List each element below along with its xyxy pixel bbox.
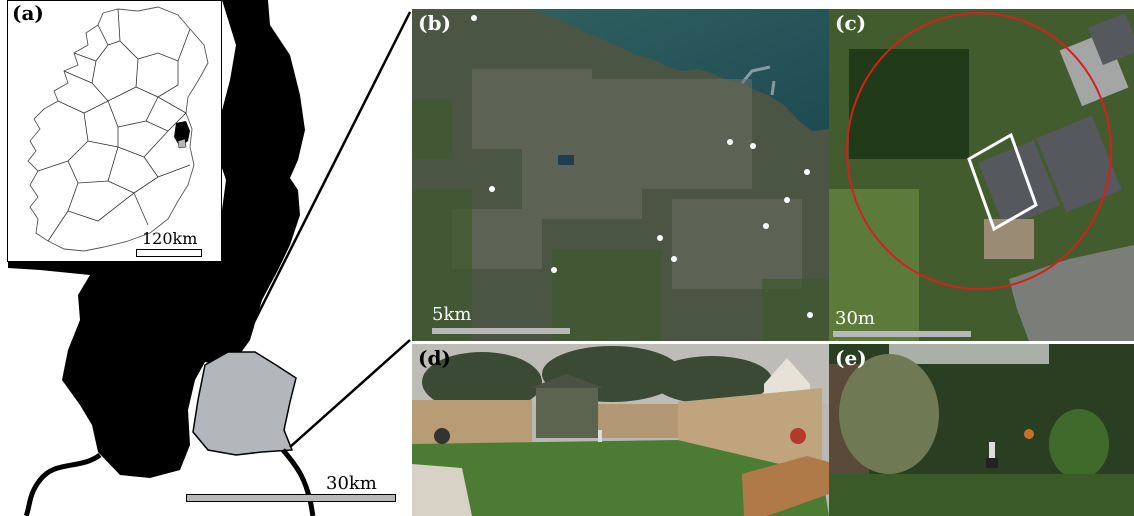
inset-scale-bar <box>136 249 202 257</box>
site-scale-bar <box>833 331 971 337</box>
garden-photo-svg <box>412 344 829 516</box>
site-markers <box>471 15 813 318</box>
ornamental-grass <box>839 354 939 474</box>
satellite-site-svg <box>829 9 1134 341</box>
river-line-southeast <box>281 448 316 516</box>
shrub-right <box>1049 409 1109 479</box>
inset-scale-label: 120km <box>142 229 198 248</box>
site-scale-label: 30m <box>835 308 875 329</box>
sensor-base <box>986 458 998 468</box>
greenery-texture <box>412 99 829 341</box>
county-boundaries <box>37 8 191 242</box>
inset-map-ireland: (a) 120km <box>7 0 222 262</box>
house-roofs <box>978 12 1134 228</box>
region-scale-label: 5km <box>432 304 472 325</box>
county-scale-label: 30km <box>326 473 377 494</box>
panel-e-label: (e) <box>835 346 867 370</box>
study-area-region <box>192 351 297 456</box>
region-scale-bar <box>432 328 570 334</box>
urban-texture <box>452 69 802 289</box>
study-radius-circle <box>846 12 1112 290</box>
panel-a-label: (a) <box>12 1 44 25</box>
panel-e-sensor-photo: (e) <box>829 344 1134 516</box>
road <box>1009 245 1134 341</box>
panel-c-satellite-site: (c) 30m <box>829 9 1134 341</box>
harbour-pier-2 <box>770 80 776 96</box>
dublin-county-highlight <box>174 121 190 147</box>
garden-shed <box>536 386 598 438</box>
ireland-outline-svg <box>27 6 209 252</box>
lawn <box>412 440 829 516</box>
inset-study-highlight <box>177 138 187 149</box>
panel-b-satellite-region: (b) 5km <box>412 9 829 341</box>
garden-bench <box>742 456 829 516</box>
satellite-region-svg <box>412 9 829 341</box>
orange-flowers <box>1024 429 1034 439</box>
tree-silhouettes <box>422 346 772 412</box>
panel-d-garden-photo: (d) <box>412 344 829 516</box>
lake <box>558 155 574 165</box>
sensor-photo-svg <box>829 344 1134 516</box>
trees-dark <box>849 49 969 159</box>
garden-plot-outline <box>967 132 1038 232</box>
county-map-svg <box>7 0 412 516</box>
county-scale-bar <box>186 494 396 502</box>
barbecue <box>434 428 450 444</box>
shed-roof <box>530 374 604 388</box>
sky <box>889 344 1049 364</box>
red-flowers <box>790 428 806 444</box>
panel-a-county-map: (a) 120km 30km <box>0 0 412 516</box>
sensor-post <box>598 430 602 442</box>
zoom-line-bottom <box>289 339 411 448</box>
sensor-instrument <box>989 442 995 468</box>
sea-area <box>532 9 829 131</box>
river-line-south <box>23 452 102 516</box>
wooden-fence <box>412 388 822 474</box>
patio-paving <box>412 464 472 516</box>
lawn-dark <box>829 474 1134 516</box>
panel-b-label: (b) <box>418 11 451 35</box>
panel-c-label: (c) <box>835 11 867 35</box>
panel-d-label: (d) <box>418 346 451 370</box>
zoom-line-top <box>243 11 412 341</box>
